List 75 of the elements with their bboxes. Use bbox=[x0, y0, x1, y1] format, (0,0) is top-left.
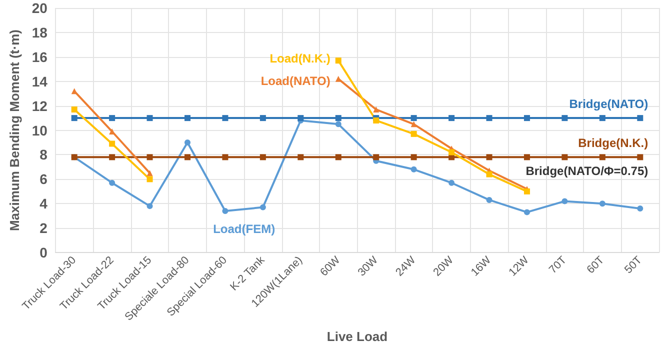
point bbox=[222, 154, 228, 160]
point bbox=[109, 115, 116, 122]
y-tick-label: 14 bbox=[32, 73, 48, 90]
point bbox=[298, 154, 304, 160]
point bbox=[109, 154, 116, 160]
point bbox=[562, 154, 568, 160]
point bbox=[109, 180, 116, 186]
point bbox=[335, 58, 342, 64]
point bbox=[410, 121, 417, 128]
point bbox=[524, 209, 530, 216]
point bbox=[637, 206, 644, 212]
point bbox=[562, 115, 568, 122]
point bbox=[373, 106, 380, 112]
point bbox=[599, 115, 606, 122]
point bbox=[335, 121, 342, 128]
point bbox=[146, 176, 153, 182]
point bbox=[260, 204, 266, 210]
x-tick-label: 50T bbox=[622, 254, 645, 276]
point bbox=[71, 106, 78, 112]
point bbox=[410, 166, 417, 172]
x-axis-title: Live Load bbox=[326, 329, 388, 344]
y-tick-label: 2 bbox=[40, 220, 48, 236]
point bbox=[184, 140, 190, 146]
y-tick-label: 0 bbox=[40, 244, 48, 261]
point bbox=[260, 154, 266, 160]
point bbox=[448, 115, 455, 122]
point bbox=[410, 115, 417, 122]
y-tick-label: 4 bbox=[40, 196, 48, 212]
point bbox=[298, 115, 304, 122]
point bbox=[146, 170, 153, 176]
point bbox=[335, 154, 342, 160]
point bbox=[373, 154, 380, 160]
x-tick-label: 70T bbox=[547, 254, 570, 276]
x-tick-label: 60T bbox=[584, 254, 607, 276]
point bbox=[260, 115, 266, 122]
point bbox=[184, 154, 190, 160]
point bbox=[524, 154, 530, 160]
y-tick-label: 6 bbox=[40, 171, 48, 188]
y-tick-label: 12 bbox=[32, 98, 48, 114]
point bbox=[486, 171, 492, 178]
point bbox=[71, 115, 78, 122]
series-label: Bridge(NATO) bbox=[569, 97, 648, 112]
point bbox=[146, 203, 153, 210]
point bbox=[448, 180, 455, 186]
y-tick-label: 8 bbox=[40, 146, 48, 163]
point bbox=[335, 115, 342, 122]
annotation: Bridge(NATO/Φ=0.75) bbox=[526, 164, 648, 178]
point bbox=[599, 154, 606, 160]
y-tick-label: 10 bbox=[32, 122, 48, 138]
series-label: Load(N.K.) bbox=[270, 52, 330, 66]
point bbox=[486, 154, 492, 160]
series-label: Bridge(N.K.) bbox=[578, 136, 648, 150]
point bbox=[410, 130, 417, 137]
point bbox=[486, 115, 492, 122]
point bbox=[184, 115, 190, 122]
point bbox=[637, 115, 644, 122]
series-label: Load(FEM) bbox=[213, 222, 276, 236]
point bbox=[410, 154, 417, 160]
point bbox=[486, 196, 492, 203]
point bbox=[146, 154, 153, 160]
point bbox=[448, 149, 455, 156]
point bbox=[524, 115, 530, 122]
point bbox=[109, 140, 116, 147]
point bbox=[222, 115, 228, 122]
point bbox=[599, 200, 606, 207]
y-tick-label: 20 bbox=[32, 0, 48, 16]
point bbox=[637, 154, 644, 160]
y-tick-label: 18 bbox=[32, 24, 48, 40]
y-axis-title: Maximum Bending Moment (t·m) bbox=[7, 30, 22, 232]
point bbox=[524, 188, 530, 194]
series-label: Load(NATO) bbox=[260, 74, 330, 88]
point bbox=[222, 208, 228, 214]
point bbox=[562, 198, 568, 204]
y-tick-label: 16 bbox=[32, 48, 48, 65]
point bbox=[146, 115, 153, 122]
